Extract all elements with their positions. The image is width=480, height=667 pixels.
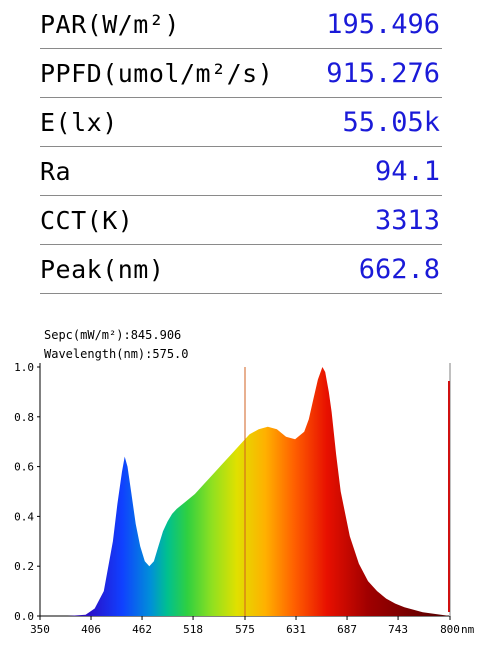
metric-label: E(lx)	[40, 107, 118, 137]
spectrum-plot[interactable]: 0.0 0.2 0.4 0.6 0.8 1.0 350 406 462 518 575 631 687 7…	[0, 318, 480, 663]
y-tick-label: 0.6	[14, 461, 34, 474]
x-tick-label: 518	[183, 623, 203, 636]
metric-label: Ra	[40, 156, 72, 186]
x-tick-label: 575	[235, 623, 255, 636]
x-tick-label: 687	[337, 623, 357, 636]
metric-row-illuminance: E(lx) 55.05k	[40, 98, 442, 147]
metric-value: 195.496	[326, 8, 440, 40]
metric-value: 3313	[374, 204, 440, 236]
x-tick-label: 462	[132, 623, 152, 636]
y-tick-label: 0.0	[14, 610, 34, 623]
metrics-table: PAR(W/m²) 195.496 PPFD(umol/m²/s) 915.27…	[40, 0, 442, 294]
metric-row-peak: Peak(nm) 662.8	[40, 245, 442, 294]
spec-readout: Sepc(mW/m²):845.906	[44, 328, 182, 342]
x-unit-label: nm	[461, 623, 475, 636]
metric-row-cct: CCT(K) 3313	[40, 196, 442, 245]
metric-value: 662.8	[358, 253, 440, 285]
metric-row-ra: Ra 94.1	[40, 147, 442, 196]
metric-value: 94.1	[374, 155, 440, 187]
wavelength-readout: Wavelength(nm):575.0	[44, 347, 189, 361]
y-tick-label: 1.0	[14, 361, 34, 374]
spectrum-chart[interactable]: Sepc(mW/m²):845.906 Wavelength(nm):575.0	[0, 318, 480, 663]
metric-label: Peak(nm)	[40, 254, 165, 284]
metric-value: 915.276	[326, 57, 440, 89]
y-tick-label: 0.2	[14, 560, 34, 573]
tick-labels: 0.0 0.2 0.4 0.6 0.8 1.0 350 406 462 518 575 631 687 7…	[14, 361, 474, 636]
metric-row-ppfd: PPFD(umol/m²/s) 915.276	[40, 49, 442, 98]
metric-label: PAR(W/m²)	[40, 9, 180, 39]
metric-label: PPFD(umol/m²/s)	[40, 58, 274, 88]
x-tick-label: 743	[388, 623, 408, 636]
x-tick-label: 800	[440, 623, 460, 636]
x-tick-label: 631	[286, 623, 306, 636]
metric-label: CCT(K)	[40, 205, 134, 235]
y-tick-label: 0.8	[14, 411, 34, 424]
x-tick-label: 406	[81, 623, 101, 636]
y-tick-label: 0.4	[14, 510, 34, 523]
metric-value: 55.05k	[342, 106, 440, 138]
metric-row-par: PAR(W/m²) 195.496	[40, 0, 442, 49]
x-tick-label: 350	[30, 623, 50, 636]
